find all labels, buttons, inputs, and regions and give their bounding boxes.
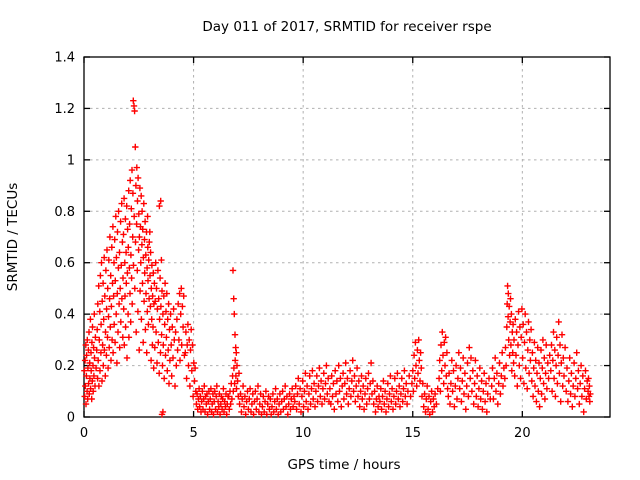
x-tick-label: 0 (80, 426, 88, 441)
x-axis-label: GPS time / hours (287, 457, 400, 473)
y-tick-label: 0.4 (54, 308, 75, 323)
y-tick-label: 0.6 (54, 256, 75, 271)
x-tick-label: 20 (514, 426, 531, 441)
scatter-series-SRMTID (81, 97, 594, 418)
y-tick-label: 0.2 (54, 359, 75, 374)
tick-labels: 0 5 10 15 20 0 0.2 0.4 0.6 0.8 1 1.2 1.4 (54, 51, 530, 442)
y-axis-label: SRMTID / TECUs (5, 183, 21, 291)
axes-and-ticks (83, 56, 611, 418)
y-tick-label: 0.8 (54, 205, 75, 220)
y-tick-label: 0 (67, 411, 75, 426)
x-tick-label: 15 (404, 426, 421, 441)
data-points (81, 97, 594, 418)
y-tick-label: 1 (67, 153, 75, 168)
y-tick-label: 1.2 (54, 102, 75, 117)
x-tick-label: 10 (295, 426, 312, 441)
chart-title: Day 011 of 2017, SRMTID for receiver rsp… (202, 19, 491, 35)
x-tick-label: 5 (189, 426, 197, 441)
y-tick-label: 1.4 (54, 51, 75, 66)
